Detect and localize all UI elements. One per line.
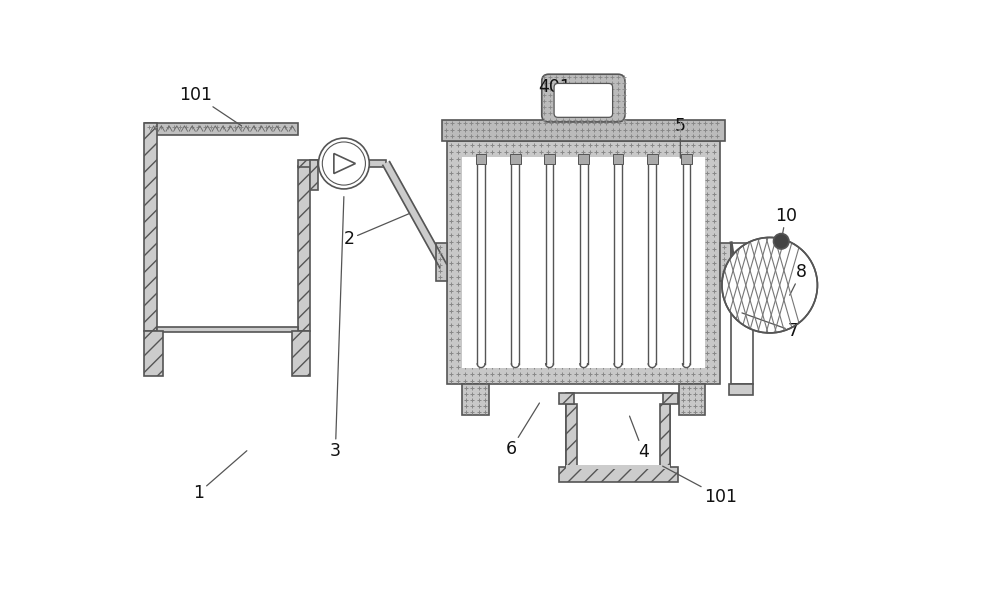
Bar bbox=[679, 384, 705, 414]
Text: 101: 101 bbox=[179, 86, 241, 126]
Text: 8: 8 bbox=[790, 263, 807, 295]
Bar bbox=[369, 160, 386, 167]
Text: 6: 6 bbox=[505, 403, 539, 458]
Circle shape bbox=[318, 138, 369, 189]
Bar bbox=[144, 124, 157, 331]
Bar bbox=[559, 393, 574, 404]
Bar bbox=[298, 166, 310, 331]
Bar bbox=[731, 243, 753, 384]
Bar bbox=[566, 393, 670, 478]
Bar bbox=[442, 119, 725, 141]
Bar bbox=[157, 327, 298, 332]
Bar bbox=[566, 404, 577, 467]
Bar bbox=[559, 467, 678, 482]
Bar bbox=[144, 331, 163, 376]
Bar bbox=[292, 331, 310, 376]
Text: 3: 3 bbox=[330, 196, 344, 460]
FancyBboxPatch shape bbox=[554, 83, 613, 118]
Bar bbox=[578, 154, 589, 164]
Bar bbox=[566, 465, 670, 469]
Bar bbox=[298, 160, 318, 167]
Bar bbox=[663, 393, 678, 404]
Bar bbox=[729, 384, 753, 395]
Text: 10: 10 bbox=[775, 207, 797, 241]
Bar bbox=[310, 160, 318, 190]
Bar bbox=[436, 243, 447, 282]
Circle shape bbox=[322, 142, 365, 185]
Polygon shape bbox=[383, 162, 447, 268]
Text: 7: 7 bbox=[742, 313, 799, 340]
Bar bbox=[145, 124, 298, 135]
Text: 401: 401 bbox=[538, 78, 593, 109]
Bar bbox=[462, 384, 489, 414]
Bar bbox=[613, 154, 623, 164]
Circle shape bbox=[722, 237, 817, 333]
Bar bbox=[476, 154, 486, 164]
Text: 5: 5 bbox=[675, 117, 686, 158]
Bar bbox=[647, 154, 658, 164]
Bar bbox=[681, 154, 692, 164]
Bar bbox=[447, 141, 720, 384]
Text: 2: 2 bbox=[344, 214, 409, 248]
Bar bbox=[660, 404, 670, 467]
Text: 1: 1 bbox=[193, 451, 247, 502]
Bar bbox=[510, 154, 521, 164]
Text: 4: 4 bbox=[630, 416, 649, 461]
Bar bbox=[462, 157, 705, 368]
FancyBboxPatch shape bbox=[542, 74, 625, 122]
Polygon shape bbox=[334, 154, 355, 174]
Bar bbox=[720, 243, 731, 282]
Bar bbox=[544, 154, 555, 164]
Circle shape bbox=[774, 234, 789, 249]
Text: 101: 101 bbox=[663, 466, 737, 506]
